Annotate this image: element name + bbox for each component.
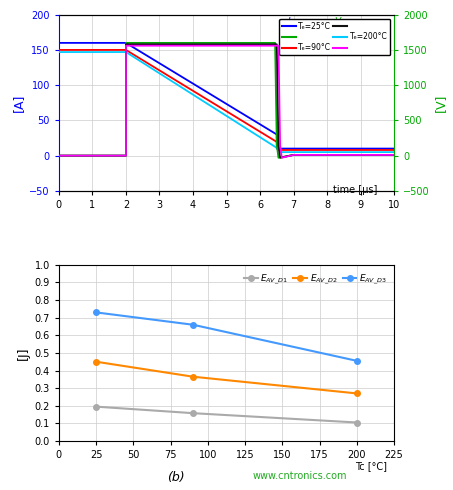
Text: (b): (b) (168, 471, 185, 484)
Y-axis label: [A]: [A] (12, 94, 25, 112)
Text: $V_{DS}$: $V_{DS}$ (334, 16, 351, 28)
Text: time [μs]: time [μs] (333, 185, 377, 195)
Legend: $E_{AV\_D1}$, $E_{AV\_D2}$, $E_{AV\_D3}$: $E_{AV\_D1}$, $E_{AV\_D2}$, $E_{AV\_D3}$ (241, 270, 390, 289)
Y-axis label: [V]: [V] (434, 94, 447, 112)
Legend: Tₑ=25°C, , Tₑ=90°C, , Tₑ=200°C, : Tₑ=25°C, , Tₑ=90°C, , Tₑ=200°C, (279, 19, 390, 55)
Text: www.cntronics.com: www.cntronics.com (253, 471, 347, 481)
Y-axis label: [J]: [J] (17, 346, 30, 360)
Text: Tc [°C]: Tc [°C] (355, 461, 387, 471)
Text: $I_D$: $I_D$ (287, 16, 297, 28)
